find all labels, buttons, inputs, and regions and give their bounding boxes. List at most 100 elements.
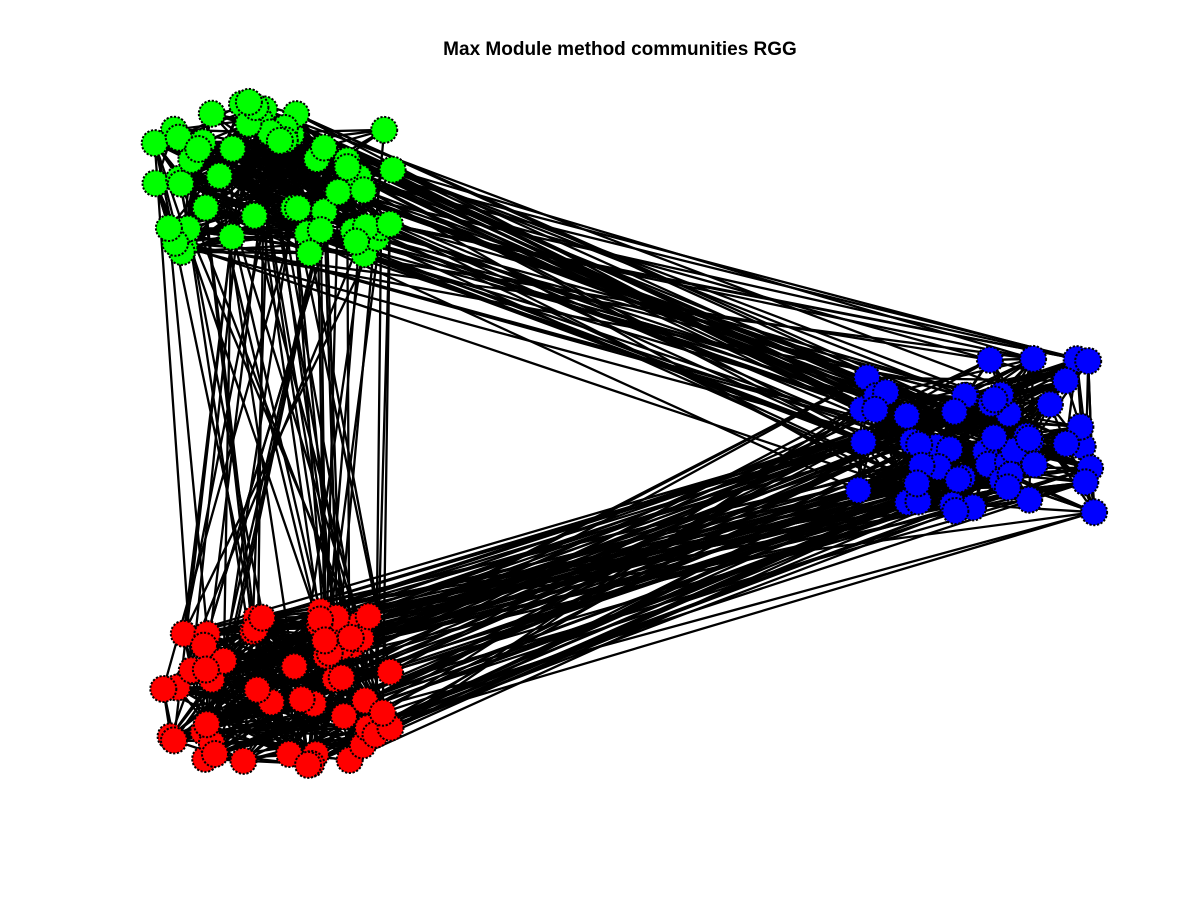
graph-edge [290,133,368,228]
graph-node [197,99,226,128]
graph-node [149,675,178,703]
graph-node [324,178,353,206]
graph-edge [346,165,951,451]
graph-node [342,227,370,256]
graph-node [294,750,323,779]
graph-node [1071,468,1100,497]
graph-node [205,161,234,190]
graph-node [993,473,1022,502]
graph-node [861,395,890,424]
graph-node [941,497,970,525]
graph-edge [167,226,213,681]
graph-edge [360,440,865,640]
graph-node [140,129,169,158]
graph-node [141,169,170,198]
graph-node [849,428,878,456]
graph-edge [180,240,358,254]
graph-edge [242,654,328,763]
graph-node [248,603,277,632]
graph-edge [388,222,1035,361]
graph-node [376,657,405,686]
graph-node [243,675,272,704]
graph-node [327,663,356,692]
graph-node [310,626,339,655]
graph-edge [190,146,326,162]
graph-node [295,239,324,268]
graph-edge [306,412,1010,767]
graph-node [184,135,213,163]
graph-node [375,210,404,238]
graph-edge [865,376,1067,383]
graph-node [940,397,969,426]
graph-node [192,710,221,739]
graph-node [1020,450,1049,479]
graph-edge [315,157,908,417]
graph-node [1015,424,1043,453]
graph-node [333,153,362,182]
graph-edge [366,511,1096,730]
plot-title: Max Module method communities RGG [443,39,797,60]
graph-node [306,216,335,245]
graph-node [160,726,188,755]
graph-node [370,115,399,144]
graph-node [229,746,258,775]
graph-edge [300,391,888,701]
graph-node [1015,485,1044,514]
graph-edge [318,414,908,621]
graph-node [265,126,294,155]
graph-node [191,193,220,222]
graph-node [975,345,1004,374]
graph-node [336,623,365,652]
graph-node [1019,344,1048,373]
graph-edge [172,235,233,742]
graph-node [1035,390,1064,419]
graph-edge [324,189,365,657]
graph-node [330,702,358,731]
graph-node [154,214,183,242]
graph-edge [323,210,339,630]
graph-edge [247,122,1033,443]
graph-node [218,134,247,163]
graph-node [368,698,397,727]
graph-node [378,155,407,184]
graph-edge [381,394,878,714]
graph-node [201,740,229,768]
graph-edge [324,190,340,657]
graph-edge [294,112,956,413]
graph-node [354,602,383,631]
graph-node [217,222,246,251]
graph-edge [374,226,383,736]
graph-node [980,385,1009,414]
graph-node [1080,498,1109,527]
graph-edge [270,701,351,762]
graph-node [310,133,338,162]
graph-edge [204,206,311,255]
graph-node [1052,429,1081,458]
graph-edge [348,391,888,762]
graph-edge [346,165,1078,361]
graph-node [944,465,973,494]
graph-node [844,476,873,505]
graph-node [280,652,309,681]
graph-node [1074,347,1103,376]
graph-edge [183,232,309,249]
graph-node [284,194,312,223]
graph-node [287,685,316,714]
graph-edge [167,226,366,256]
graph-edge [204,206,257,631]
graph-node [892,401,921,430]
graph-edge [374,222,391,736]
graph-node [240,201,269,230]
graph-edge [162,687,291,756]
graph-edge [874,359,1090,411]
graph-node [980,423,1009,452]
graph-node [349,176,378,205]
graph-node [1051,366,1080,395]
graph-node [191,655,220,684]
graph-node [166,169,195,198]
graph-edge [361,445,938,747]
graph-edge [865,376,1087,484]
graph-node [234,87,263,116]
graph-node [903,469,931,498]
